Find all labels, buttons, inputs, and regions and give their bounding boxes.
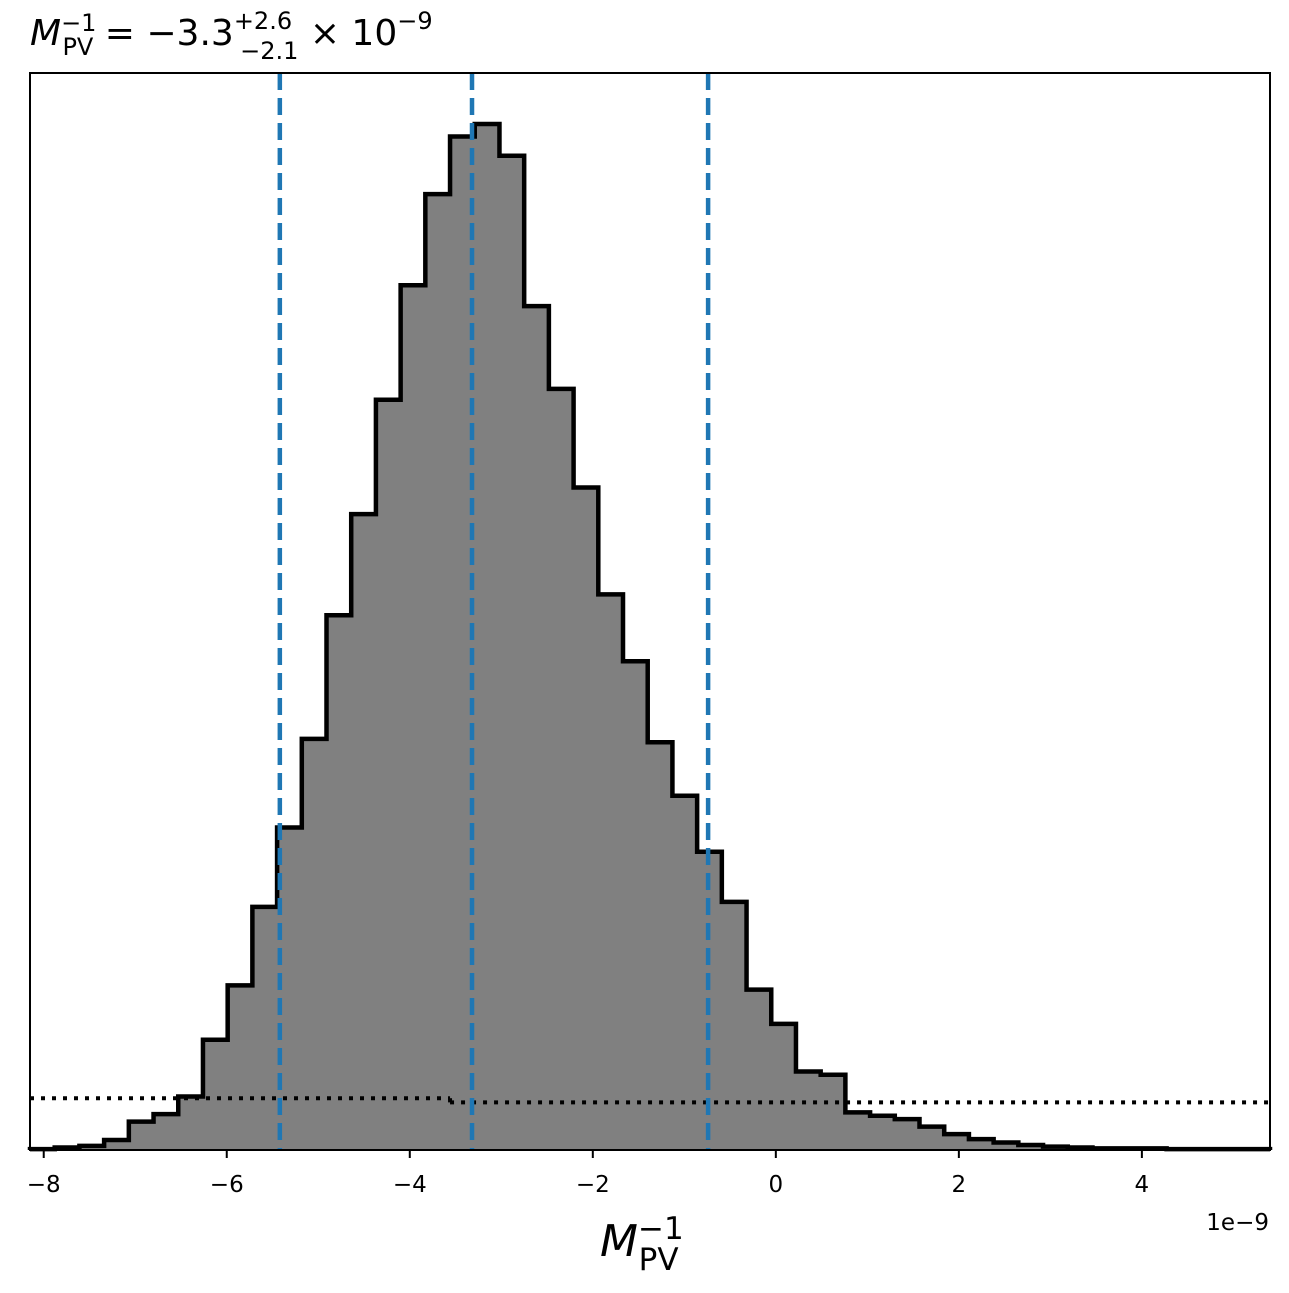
x-tick-label: −6 bbox=[210, 1172, 244, 1198]
title-sub: PV bbox=[62, 33, 93, 61]
hist-bar bbox=[573, 487, 599, 1151]
x-tick-label: −8 bbox=[27, 1172, 61, 1198]
x-tick-label: 4 bbox=[1135, 1172, 1150, 1198]
x-tick-label: −2 bbox=[576, 1172, 610, 1198]
hist-bar bbox=[845, 1112, 871, 1150]
hist-bar bbox=[351, 514, 377, 1150]
title-err-minus: −2.1 bbox=[240, 37, 298, 65]
hist-bar bbox=[721, 901, 748, 1150]
hist-bar bbox=[202, 1039, 229, 1150]
hist-bar bbox=[746, 989, 772, 1150]
hist-bar bbox=[400, 285, 426, 1150]
hist-bar bbox=[499, 155, 525, 1150]
plot-frame bbox=[29, 72, 1271, 1151]
title-err-plus: +2.6 bbox=[234, 7, 292, 35]
histogram-outline bbox=[27, 121, 1273, 1152]
hist-bar bbox=[252, 906, 278, 1150]
hist-bar bbox=[795, 1071, 822, 1150]
hist-bar bbox=[1018, 1144, 1044, 1150]
hist-bar bbox=[375, 399, 402, 1150]
hist-bar bbox=[919, 1126, 945, 1150]
quantile-lines bbox=[277, 73, 711, 1150]
xlabel-symbol: M bbox=[600, 1216, 638, 1267]
hist-bar bbox=[623, 661, 649, 1150]
hist-bar bbox=[944, 1134, 970, 1150]
hist-bar bbox=[598, 594, 624, 1150]
hist-bar bbox=[326, 615, 352, 1150]
x-axis-label: M−1 PV bbox=[600, 1211, 684, 1278]
hist-bar bbox=[672, 795, 698, 1150]
x-axis-ticks: −8 −6 −4 −2 0 2 4 bbox=[27, 1150, 1149, 1198]
hist-bar bbox=[524, 306, 550, 1150]
x-tick-label: −4 bbox=[393, 1172, 427, 1198]
hist-bar bbox=[771, 1023, 797, 1150]
prior-lines bbox=[30, 1096, 1270, 1105]
hist-bar bbox=[968, 1139, 995, 1150]
hist-bar bbox=[870, 1115, 896, 1150]
x-tick-label: 0 bbox=[769, 1172, 784, 1198]
histogram-bars bbox=[30, 124, 1271, 1151]
hist-bar bbox=[178, 1096, 204, 1150]
title-times: × 10 bbox=[298, 13, 397, 54]
title-sup: −1 bbox=[61, 9, 96, 37]
hist-bar bbox=[128, 1121, 155, 1150]
x-tick-label: 2 bbox=[952, 1172, 967, 1198]
hist-bar bbox=[647, 742, 673, 1150]
hist-bar bbox=[993, 1142, 1019, 1150]
title-symbol: M bbox=[30, 13, 61, 54]
hist-bar bbox=[301, 738, 328, 1150]
xlabel-sup: −1 bbox=[638, 1211, 684, 1247]
offset-text: 1e−9 bbox=[1206, 1210, 1269, 1236]
title-equals: = −3.3 bbox=[93, 13, 233, 54]
xlabel-sub: PV bbox=[639, 1242, 679, 1278]
title-exp: −9 bbox=[397, 7, 432, 35]
chart-title: M−1 PV = −3.3+2.6 −2.1 × 10−9 bbox=[30, 7, 433, 65]
hist-bar bbox=[548, 388, 575, 1150]
hist-bar bbox=[227, 985, 253, 1150]
hist-bar bbox=[104, 1139, 130, 1150]
hist-bar bbox=[153, 1114, 179, 1150]
hist-bar bbox=[425, 194, 451, 1151]
hist-bar bbox=[894, 1119, 921, 1150]
hist-bar bbox=[820, 1074, 846, 1150]
hist-bar bbox=[474, 124, 500, 1150]
